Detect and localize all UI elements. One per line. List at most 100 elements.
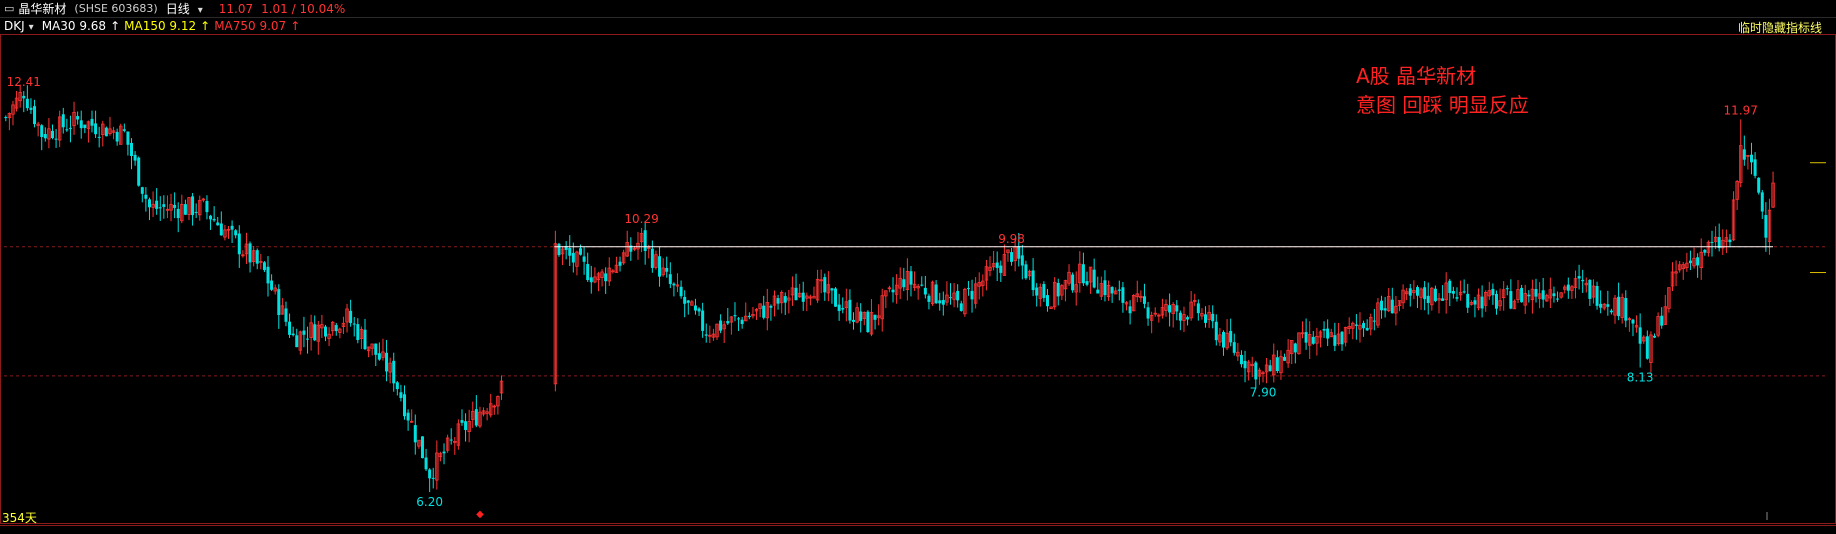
candle-body xyxy=(155,200,159,209)
candle-body xyxy=(481,410,486,415)
candle-body xyxy=(1221,331,1225,348)
candle-body xyxy=(830,288,834,291)
candle-body xyxy=(690,301,694,306)
candle-body xyxy=(686,300,690,303)
candle-body xyxy=(1322,329,1326,331)
candle-body xyxy=(927,295,931,302)
candle-body xyxy=(1505,288,1509,290)
candle-body xyxy=(1110,287,1114,294)
candle-body xyxy=(1520,287,1524,303)
candle-body xyxy=(647,247,651,249)
candle-body xyxy=(409,420,414,423)
candle-body xyxy=(14,97,19,109)
stock-name[interactable]: 晶华新材 xyxy=(18,2,67,16)
candle-body xyxy=(1613,297,1617,316)
candle-body xyxy=(632,247,637,250)
candle-body xyxy=(241,254,245,257)
candle-body xyxy=(611,270,615,273)
candle-body xyxy=(607,267,611,282)
candle-body xyxy=(1566,284,1570,291)
candle-body xyxy=(1103,280,1107,296)
candle-body xyxy=(291,333,295,336)
candle-body xyxy=(826,284,831,294)
candle-body xyxy=(356,324,360,341)
candle-body xyxy=(697,308,701,312)
candle-body xyxy=(1376,302,1380,326)
candle-body xyxy=(790,287,795,296)
candle-body xyxy=(36,123,40,126)
candle-body xyxy=(428,469,432,479)
candle-body xyxy=(244,243,249,255)
candle-body xyxy=(1117,289,1121,291)
candle-body xyxy=(320,324,324,329)
candle-body xyxy=(1606,304,1610,307)
candle-body xyxy=(1365,327,1369,331)
candle-body xyxy=(237,233,241,255)
candle-body xyxy=(1290,340,1294,355)
candle-body xyxy=(1121,287,1125,303)
candle-body xyxy=(819,279,823,282)
hide-indicators-button[interactable]: 临时隐藏指标线 xyxy=(1737,21,1822,35)
candle-body xyxy=(1441,298,1445,301)
candle-body xyxy=(898,277,902,289)
candle-body xyxy=(392,360,396,384)
candle-body xyxy=(1699,251,1703,269)
menu-icon[interactable]: ▭ xyxy=(4,2,15,15)
candle-body xyxy=(1225,332,1229,349)
candle-body xyxy=(661,267,665,276)
candle-body xyxy=(1627,318,1632,321)
candle-body xyxy=(1300,332,1305,335)
candle-body xyxy=(108,128,112,135)
candle-body xyxy=(1326,328,1330,339)
candle-body xyxy=(1750,154,1754,163)
candle-body xyxy=(284,308,288,322)
candle-body xyxy=(737,318,741,320)
candle-body xyxy=(726,321,730,324)
candle-body xyxy=(629,245,633,252)
candle-body xyxy=(1063,280,1068,290)
candle-body xyxy=(553,243,558,385)
candle-body xyxy=(198,200,202,216)
candle-body xyxy=(57,116,62,141)
candle-body xyxy=(1394,305,1398,314)
price-chart[interactable]: 12.41 6.20 10.29 9.98 7.90 8.13 11.97 ◆ xyxy=(0,34,1836,524)
candle-body xyxy=(363,329,367,350)
candle-body xyxy=(7,113,12,119)
candle-body xyxy=(90,118,94,126)
candle-body xyxy=(708,334,712,337)
candle-body xyxy=(1753,159,1757,176)
candle-body xyxy=(1390,299,1394,314)
candle-body xyxy=(316,324,320,342)
candle-body xyxy=(104,127,108,137)
candle-body xyxy=(848,299,852,321)
candle-body xyxy=(1713,236,1718,242)
candle-body xyxy=(399,392,403,398)
candle-body xyxy=(876,315,881,318)
candle-body xyxy=(1153,312,1157,315)
candle-body xyxy=(1186,317,1190,320)
high-price-label: 9.98 xyxy=(998,232,1025,246)
candle-body xyxy=(4,117,8,119)
candle-body xyxy=(1692,257,1696,267)
candle-body xyxy=(1527,294,1531,297)
candle-body xyxy=(1415,287,1419,296)
candle-body xyxy=(137,157,141,186)
candle-body xyxy=(1408,288,1412,296)
candle-body xyxy=(643,230,647,251)
candle-body xyxy=(471,410,475,420)
candle-body xyxy=(715,323,719,338)
candle-body xyxy=(589,277,593,283)
candle-body xyxy=(808,296,813,299)
period-selector[interactable]: 日线 ▾ xyxy=(166,0,211,17)
candle-body xyxy=(262,262,266,271)
candle-body xyxy=(1092,269,1096,288)
candle-body xyxy=(844,301,849,309)
candle-body xyxy=(1236,351,1240,357)
candle-body xyxy=(219,223,223,236)
candle-body xyxy=(1149,314,1154,321)
candle-body xyxy=(1128,306,1132,314)
indicator-selector[interactable]: DKJ ▾ xyxy=(4,19,38,33)
candle-body xyxy=(1243,360,1247,369)
candle-body xyxy=(406,412,410,421)
candle-body xyxy=(1078,263,1082,284)
